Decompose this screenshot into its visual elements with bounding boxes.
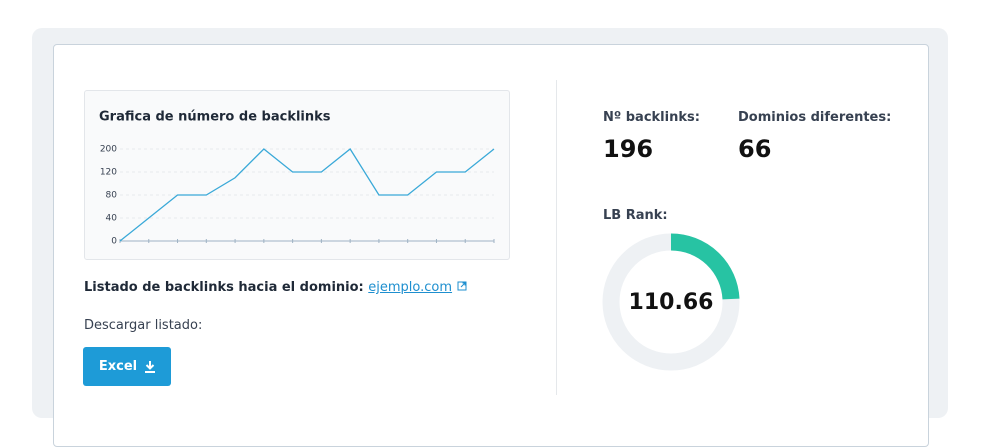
external-icon — [457, 281, 467, 291]
excel-button[interactable]: Excel — [83, 347, 171, 386]
rank-donut: 110.66 — [602, 233, 740, 371]
stat-value: 66 — [738, 135, 772, 163]
divider — [556, 80, 557, 395]
rank-value: 110.66 — [629, 290, 714, 315]
rank-label: LB Rank: — [603, 208, 668, 223]
links-label: Listado de backlinks hacia el dominio: — [84, 280, 364, 295]
y-tick-label: 200 — [100, 145, 117, 155]
stat-value: 196 — [603, 135, 654, 163]
chart-card — [84, 90, 510, 260]
links-row: Listado de backlinks hacia el dominio: e… — [84, 280, 467, 295]
stat-label: Nº backlinks: — [603, 110, 700, 125]
line — [119, 148, 495, 242]
download-label: Descargar listado: — [84, 318, 203, 333]
y-tick-label: 40 — [106, 214, 118, 224]
domain-link[interactable]: ejemplo.com — [368, 280, 453, 295]
download-icon — [145, 360, 156, 373]
y-tick-label: 80 — [106, 191, 118, 201]
button-label: Excel — [98, 359, 138, 374]
y-tick-label: 120 — [100, 168, 117, 178]
stat-label: Dominios diferentes: — [738, 110, 892, 125]
chart-title: Grafica de número de backlinks — [99, 110, 331, 125]
donut-arc — [670, 233, 740, 300]
y-tick-label: 0 — [111, 237, 117, 247]
